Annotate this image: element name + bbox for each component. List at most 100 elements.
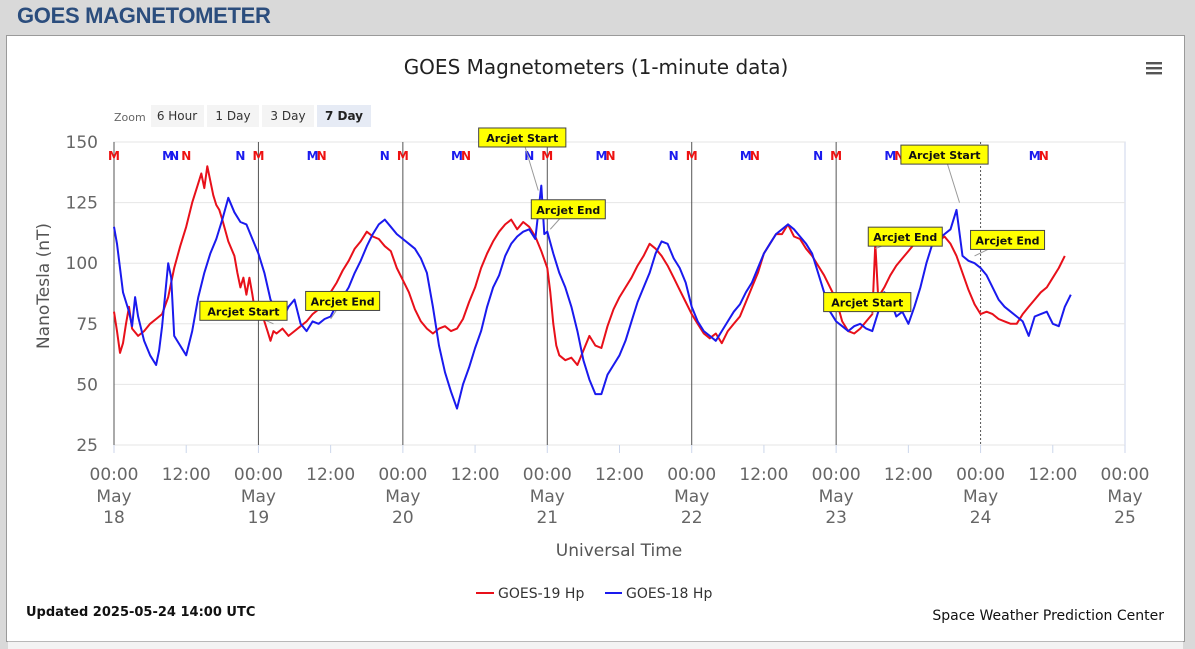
annotation-box xyxy=(305,290,381,311)
series-line-goes-19-hp xyxy=(113,165,1066,366)
marker-m: M xyxy=(252,149,264,163)
marker-m: M xyxy=(686,149,698,163)
x-tick-label-month: May xyxy=(385,487,420,507)
zoom-1-day-label: 1 Day xyxy=(215,109,250,123)
chart-title: GOES Magnetometers (1-minute data) xyxy=(404,55,789,79)
x-tick-label-day: 24 xyxy=(970,508,992,528)
legend-goes-18-label: GOES-18 Hp xyxy=(626,586,712,602)
zoom-1-day-button[interactable]: 1 Day xyxy=(207,105,259,127)
marker-n: N xyxy=(461,149,471,163)
x-tick-label: 00:00 xyxy=(667,465,716,485)
marker-n: N xyxy=(813,149,823,163)
marker-m: M xyxy=(162,149,174,163)
zoom-controls: Zoom 6 Hour 1 Day 3 Day 7 Day xyxy=(114,105,371,127)
marker-m: M xyxy=(307,149,319,163)
marker-n: N xyxy=(750,149,760,163)
page-header: GOES MAGNETOMETER xyxy=(0,0,1195,34)
credit-label: Space Weather Prediction Center xyxy=(932,608,1164,624)
x-tick-label-month: May xyxy=(241,487,276,507)
x-tick-label: 00:00 xyxy=(378,465,427,485)
x-tick-label-day: 20 xyxy=(392,508,414,528)
x-tick-label-month: May xyxy=(674,487,709,507)
marker-m: M xyxy=(740,149,752,163)
marker-m: M xyxy=(884,149,896,163)
x-tick-label-month: May xyxy=(530,487,565,507)
x-tick-label: 00:00 xyxy=(90,465,139,485)
y-tick-label: 150 xyxy=(66,133,98,153)
arcjet-annotations: Arcjet Start Arcjet End Arcjet Start Arcjet… xyxy=(199,127,1046,325)
updated-timestamp: Updated 2025-05-24 14:00 UTC xyxy=(26,605,255,620)
chart-svg: GOES Magnetometers (1-minute data) Zoom … xyxy=(26,55,1166,624)
zoom-3-day-label: 3 Day xyxy=(270,109,305,123)
marker-m: M xyxy=(595,149,607,163)
legend-item-goes-18[interactable]: GOES-18 Hp xyxy=(605,586,712,602)
legend-goes-19-label: GOES-19 Hp xyxy=(498,586,584,602)
y-axis-ticks: 25 50 75 100 125 150 xyxy=(66,133,98,456)
zoom-3-day-button[interactable]: 3 Day xyxy=(262,105,314,127)
zoom-label: Zoom xyxy=(114,111,146,124)
legend-item-goes-19[interactable]: GOES-19 Hp xyxy=(476,586,584,602)
marker-m: M xyxy=(830,149,842,163)
annotation-label: Arcjet End xyxy=(536,204,600,217)
marker-n: N xyxy=(524,149,534,163)
marker-m: M xyxy=(541,149,553,163)
y-axis-label: NanoTesla (nT) xyxy=(34,223,54,349)
x-tick-label: 00:00 xyxy=(234,465,283,485)
y-tick-label: 25 xyxy=(76,436,98,456)
series-line-goes-18-hp xyxy=(113,184,1072,410)
annotation-box xyxy=(478,127,567,148)
x-tick-label-month: May xyxy=(1107,487,1142,507)
hamburger-menu-icon[interactable] xyxy=(1142,58,1166,80)
x-tick-label-day: 19 xyxy=(248,508,270,528)
zoom-6-hour-button[interactable]: 6 Hour xyxy=(151,105,204,127)
grid-lines xyxy=(114,141,1125,446)
marker-n: N xyxy=(380,149,390,163)
x-tick-label-day: 21 xyxy=(536,508,558,528)
x-tick-label: 12:00 xyxy=(595,465,644,485)
plot-area xyxy=(113,141,1126,446)
annotation-label: Arcjet Start xyxy=(207,305,279,318)
marker-n: N xyxy=(169,149,179,163)
annotation-box xyxy=(823,292,912,313)
annotation-box xyxy=(530,199,606,220)
x-tick-label: 12:00 xyxy=(306,465,355,485)
marker-n: N xyxy=(317,149,327,163)
annotation-label: Arcjet Start xyxy=(831,297,903,310)
annotation-label: Arcjet Start xyxy=(486,132,558,145)
x-tick-label-day: 25 xyxy=(1114,508,1136,528)
x-tick-label: 12:00 xyxy=(739,465,788,485)
zoom-7-day-label: 7 Day xyxy=(325,109,363,123)
marker-n: N xyxy=(605,149,615,163)
zoom-7-day-button[interactable]: 7 Day xyxy=(317,105,371,127)
series-lines xyxy=(113,165,1072,410)
x-tick-label: 12:00 xyxy=(1028,465,1077,485)
marker-m: M xyxy=(397,149,409,163)
x-tick-label-day: 18 xyxy=(103,508,125,528)
annotation-box xyxy=(199,300,288,321)
annotation-box xyxy=(970,229,1046,250)
plot-border xyxy=(113,141,1126,446)
legend: GOES-19 Hp GOES-18 Hp xyxy=(476,586,712,602)
x-tick-label-month: May xyxy=(96,487,131,507)
marker-m: M xyxy=(451,149,463,163)
x-tick-label-day: 23 xyxy=(825,508,847,528)
x-tick-label: 12:00 xyxy=(451,465,500,485)
y-tick-label: 125 xyxy=(66,194,98,214)
x-tick-label: 00:00 xyxy=(812,465,861,485)
marker-m: M xyxy=(1029,149,1041,163)
marker-n: N xyxy=(669,149,679,163)
annotation-box xyxy=(900,144,989,165)
x-tick-label-day: 22 xyxy=(681,508,703,528)
marker-m: M xyxy=(108,149,120,163)
annotation-label: Arcjet Start xyxy=(908,149,980,162)
annotation-box xyxy=(867,226,943,247)
x-tick-label-month: May xyxy=(819,487,854,507)
x-tick-label: 12:00 xyxy=(162,465,211,485)
annotation-label: Arcjet End xyxy=(311,295,375,308)
y-tick-label: 50 xyxy=(76,375,98,395)
annotation-label: Arcjet End xyxy=(873,231,937,244)
marker-n: N xyxy=(235,149,245,163)
x-tick-label: 00:00 xyxy=(1101,465,1150,485)
zoom-6-hour-label: 6 Hour xyxy=(157,109,197,123)
